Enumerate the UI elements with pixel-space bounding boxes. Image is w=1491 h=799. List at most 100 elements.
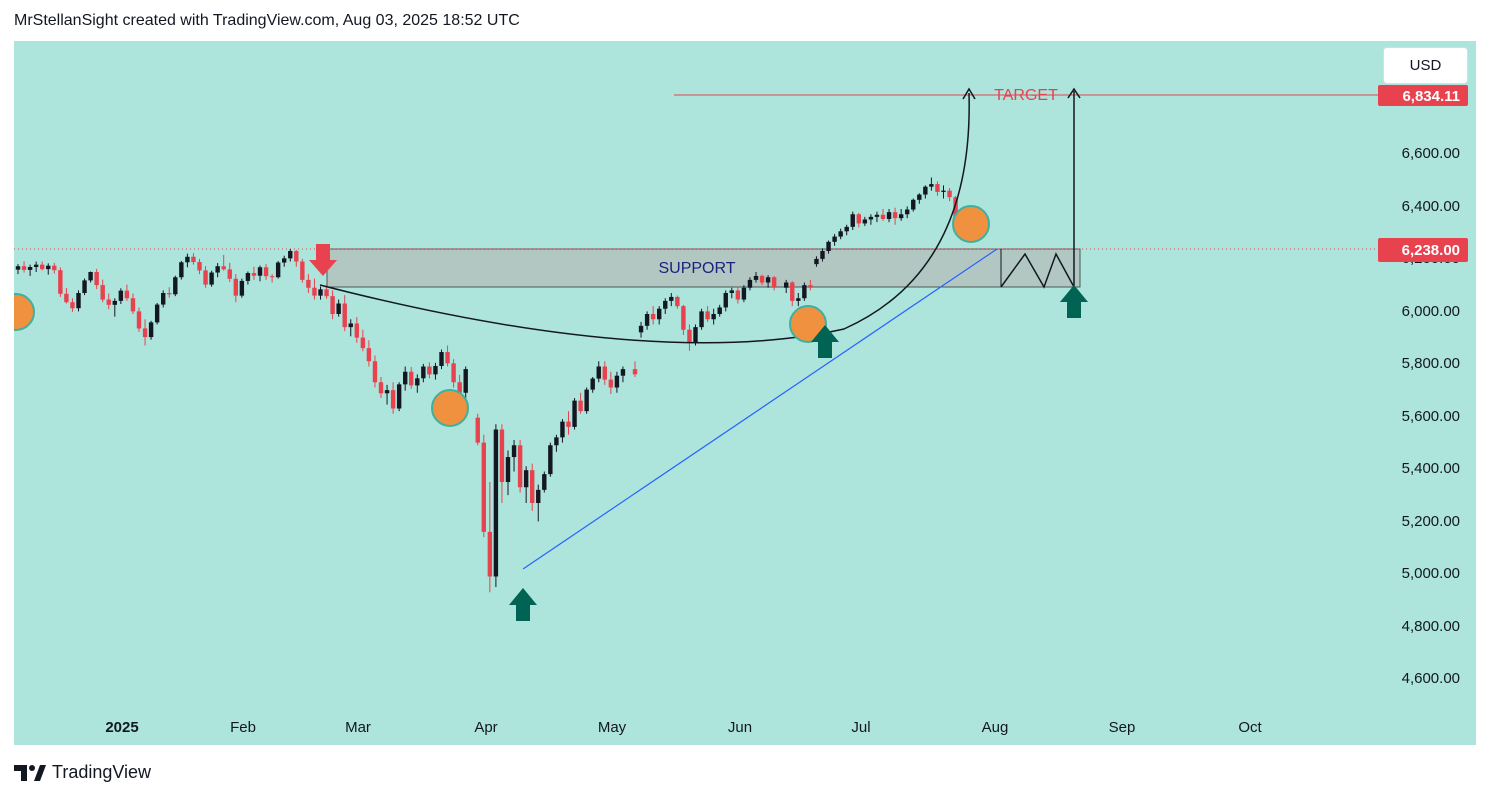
candle (173, 275, 178, 297)
candle-body (620, 369, 626, 376)
candle-body (173, 277, 178, 295)
candle (511, 440, 517, 472)
candle (753, 272, 759, 283)
candle (179, 260, 184, 280)
candle-body (759, 275, 765, 283)
highlight-circle-march (431, 389, 469, 427)
tradingview-logo[interactable]: TradingView (14, 762, 151, 783)
candle (227, 262, 232, 282)
candle-body (844, 226, 849, 232)
candle-body (536, 489, 541, 503)
candle-body (632, 369, 638, 375)
candle (475, 413, 480, 446)
candle-body (644, 314, 650, 326)
candle-body (856, 214, 861, 224)
candle-body (445, 352, 450, 364)
candle (765, 275, 771, 288)
candle (711, 308, 716, 325)
candle (439, 349, 444, 370)
candle (88, 271, 93, 283)
candle-body (251, 273, 257, 276)
candle (124, 284, 130, 301)
candle (167, 287, 172, 298)
candle-body (33, 264, 39, 268)
candle-body (312, 287, 317, 296)
candle-body (905, 209, 910, 215)
candle-body (239, 280, 245, 296)
candle-body (935, 184, 940, 192)
candle-body (796, 298, 801, 301)
candle-body (578, 400, 583, 412)
candle (263, 264, 269, 280)
target-price-label: 6,834.11 (1402, 88, 1460, 105)
candle (306, 274, 311, 293)
buy-arrow-icon-projection (1060, 285, 1088, 318)
candle (644, 311, 650, 330)
currency-button[interactable]: USD (1383, 47, 1468, 84)
candle (584, 387, 589, 414)
x-tick-label: 2025 (105, 719, 138, 736)
candle-body (58, 270, 63, 294)
candle-body (179, 262, 184, 278)
candle (602, 361, 607, 385)
price-chart[interactable]: SUPPORT TARGET 2025 Feb Mar Apr May Jun … (14, 41, 1476, 745)
candle-body (723, 293, 728, 308)
candle (880, 209, 886, 221)
candle-body (511, 445, 517, 458)
candle (578, 392, 583, 414)
candle (330, 290, 335, 320)
candle-body (929, 184, 934, 187)
candle-body (862, 219, 868, 224)
candle-body (191, 256, 196, 263)
candle (862, 216, 868, 227)
candle-body (475, 417, 480, 443)
candle-body (886, 212, 892, 219)
candle (717, 304, 722, 317)
candle-body (372, 361, 378, 383)
candle (675, 295, 680, 309)
candle (336, 299, 341, 317)
candle (348, 319, 353, 337)
candle (699, 308, 704, 330)
candle (294, 249, 299, 267)
candle-body (487, 531, 493, 577)
candle-body (130, 298, 136, 312)
candle-body (433, 365, 438, 375)
candle-body (814, 258, 819, 265)
x-tick-label: Aug (982, 719, 1009, 736)
candle-body (917, 194, 922, 200)
candle-body (167, 293, 172, 295)
candle-body (457, 382, 462, 393)
support-label: SUPPORT (658, 260, 735, 277)
candle (935, 181, 940, 196)
y-tick-label: 5,600.00 (1402, 408, 1460, 425)
candle (523, 466, 529, 503)
y-tick-label: 5,400.00 (1402, 460, 1460, 477)
candle (463, 366, 468, 404)
candle-body (614, 375, 620, 388)
candle (808, 279, 813, 291)
candle-body (148, 322, 154, 338)
candle-body (554, 437, 559, 446)
candle (161, 290, 166, 308)
candle-body (336, 303, 341, 314)
support-zone (326, 248, 1081, 288)
candle-body (663, 300, 668, 309)
candle-body (64, 293, 69, 303)
candle-body (481, 442, 486, 532)
candle (874, 211, 880, 223)
buy-arrow-icon-april (509, 588, 537, 621)
candle-body (197, 262, 202, 271)
candle-body (124, 290, 130, 299)
y-tick-label: 6,000.00 (1402, 303, 1460, 320)
candle (33, 261, 39, 272)
candle (378, 377, 384, 398)
candle-body (499, 429, 505, 482)
candle (100, 279, 105, 303)
candle-body (142, 328, 148, 338)
candle-body (911, 199, 916, 210)
candle (154, 302, 160, 325)
candle-body (275, 262, 281, 278)
candle (245, 271, 251, 285)
candle-body (771, 277, 777, 288)
